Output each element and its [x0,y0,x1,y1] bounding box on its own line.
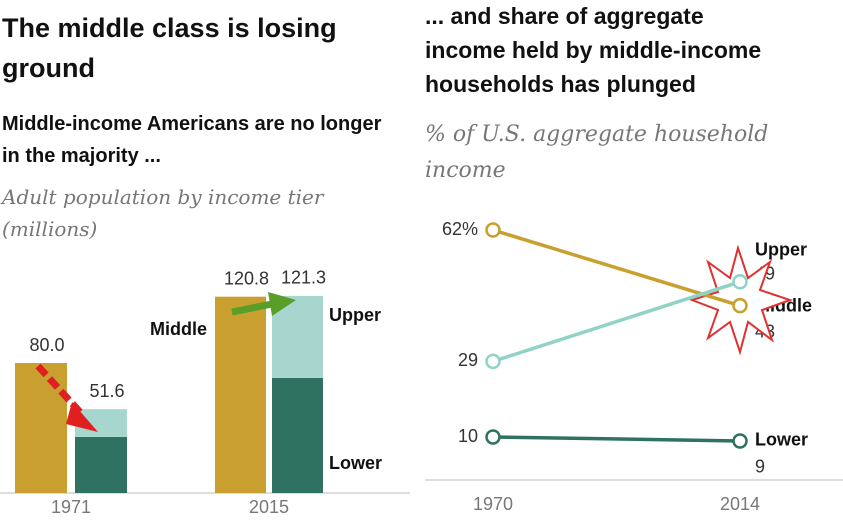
x-tick-label: 2014 [720,494,760,514]
series-label: Upper [755,240,807,260]
data-label: 10 [458,426,478,446]
point [732,274,748,290]
data-label: 120.8 [224,268,269,288]
point [485,429,501,445]
data-label: 62% [442,219,478,239]
arrow-line [231,300,273,316]
bar-segment [75,436,127,493]
point [485,353,501,370]
texts: The middle class is losing ground Middle-i… [0,3,812,517]
data-label: 80.0 [29,335,64,355]
series-label: Lower [755,430,808,450]
data-label: 29 [458,350,478,370]
line [492,435,741,443]
data-label: 9 [755,457,765,477]
chart-subtitle: Middle-income Americans are no longer in … [2,113,382,167]
x-tick-label: 2015 [249,497,289,517]
chart-subtitle: % of U.S. aggregate household income [425,122,768,183]
arrow-head [66,402,98,432]
point [485,222,501,238]
bar-segment [272,377,323,493]
bar [215,296,266,493]
chart-title: ... and share of aggregate income held by… [425,3,761,97]
x-tick-label: 1970 [473,494,513,514]
chart-note: Adult population by income tier (millions… [0,185,325,241]
series-label: Lower [329,453,382,473]
x-tick-label: 1971 [51,497,91,517]
series-label: Upper [329,305,381,325]
point [732,433,748,449]
total-label: 121.3 [281,268,326,288]
chart-title: The middle class is losing ground [2,13,337,83]
arrow-head [268,292,296,316]
total-label: 51.6 [89,381,124,401]
line [492,228,741,308]
annotations [35,292,296,432]
line [492,280,741,364]
marks [15,222,748,493]
bar [15,363,67,493]
point [732,297,748,314]
series-label: Middle [150,319,207,339]
